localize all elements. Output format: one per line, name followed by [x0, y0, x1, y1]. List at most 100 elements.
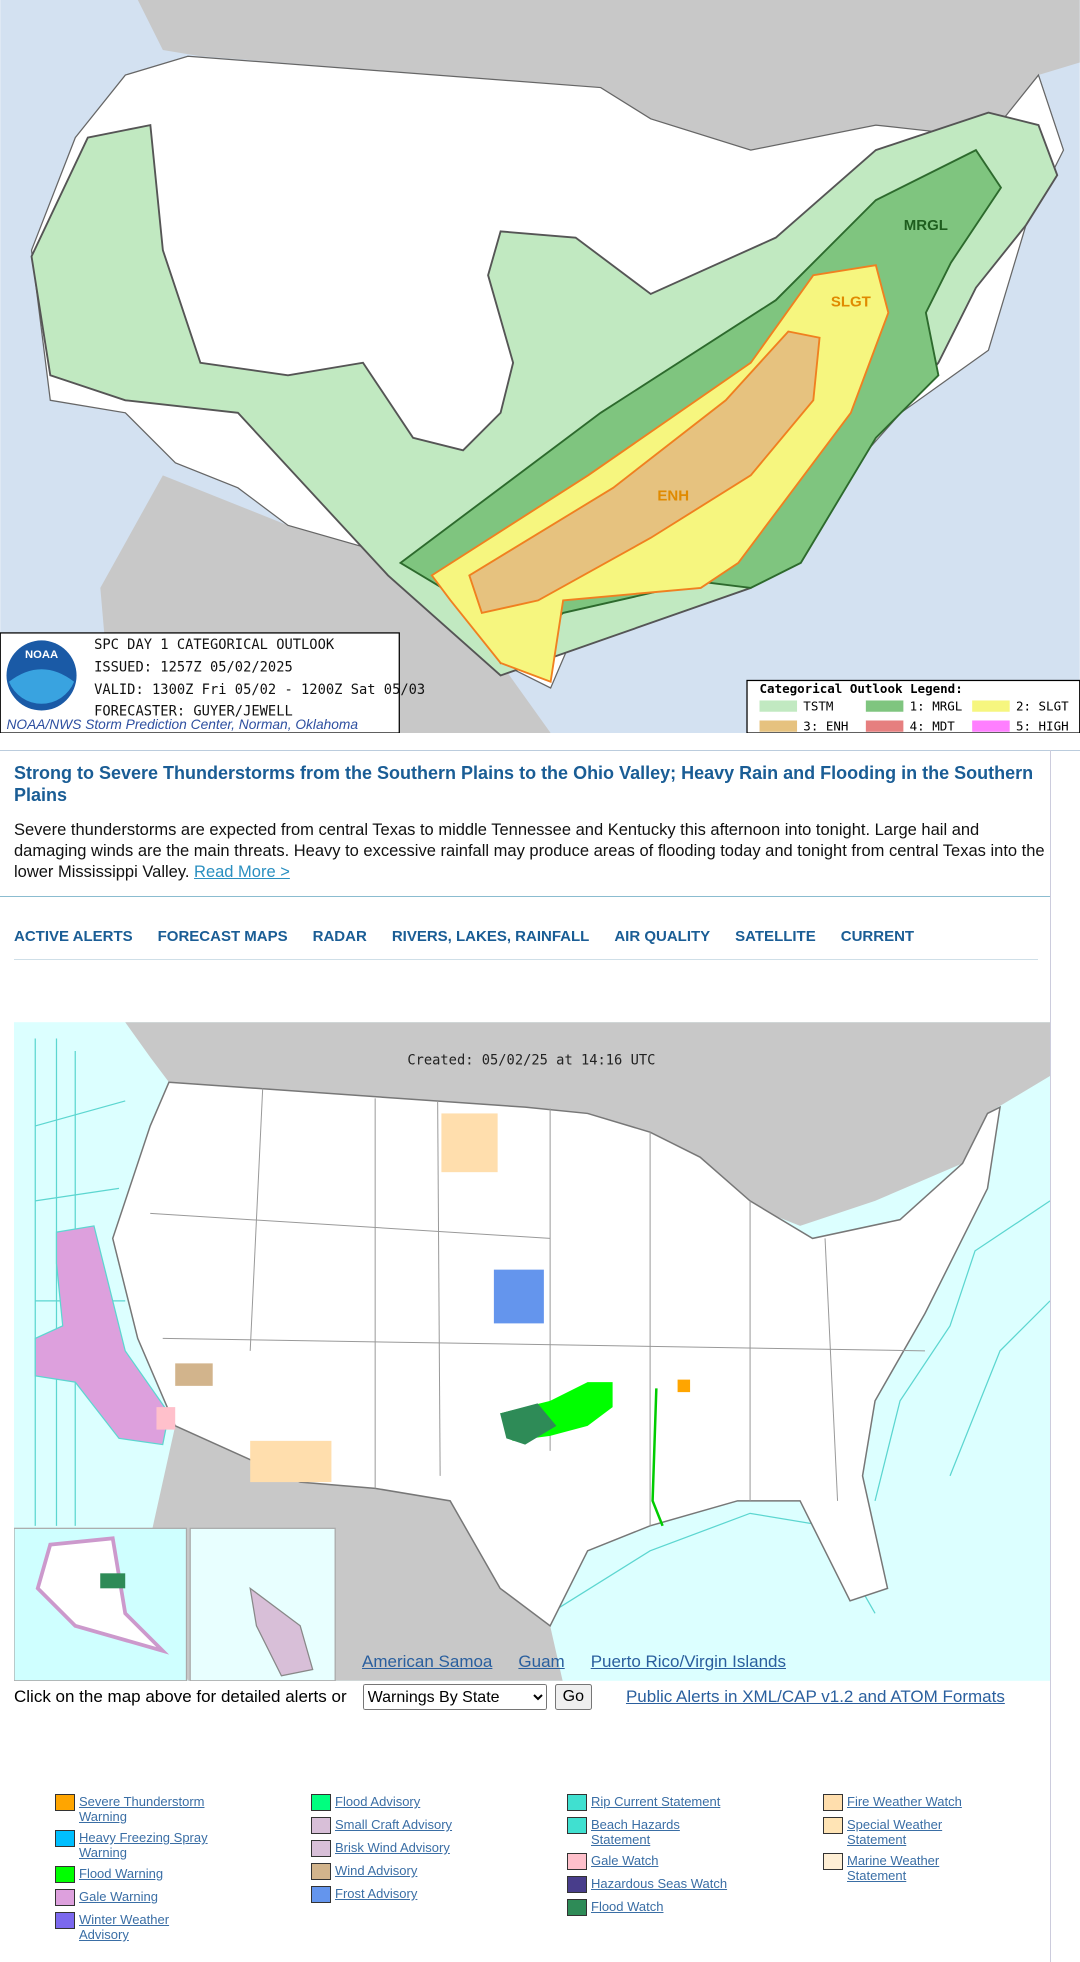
legend-item: Wind Advisory	[311, 1863, 567, 1880]
legend-item: Special Weather Statement	[823, 1817, 1079, 1847]
prompt: Click on the map above for detailed aler…	[14, 1687, 347, 1706]
legend-link[interactable]: Rip Current Statement	[591, 1794, 721, 1809]
area-labels: MRGL SLGT ENH	[657, 217, 948, 504]
scroll-edge	[1050, 750, 1051, 1962]
legend-swatch	[567, 1853, 587, 1870]
feed-link[interactable]: Public Alerts in XML/CAP v1.2 and ATOM F…	[625, 1687, 1005, 1706]
nav-item[interactable]: AIR QUALITY	[614, 928, 711, 945]
info-valid: VALID: 1300Z Fri 05/02 - 1200Z Sat 05/03	[94, 682, 425, 698]
legend-link[interactable]: Gale Watch	[591, 1853, 659, 1868]
created-stamp: Created: 05/02/25 at 14:16 UTC	[407, 1053, 655, 1069]
legend-swatch	[823, 1853, 843, 1870]
legend-item: Gale Warning	[55, 1889, 311, 1906]
area-label: ENH	[657, 487, 689, 504]
legend-link[interactable]: Fire Weather Watch	[847, 1794, 962, 1809]
headline-body: Severe thunderstorms are expected from c…	[14, 820, 1050, 883]
legend-swatch	[759, 720, 798, 732]
headline-text: Severe thunderstorms are expected from c…	[14, 821, 1045, 881]
legend-item: Gale Watch	[567, 1853, 823, 1870]
legend-label: 2: SLGT	[1016, 698, 1069, 713]
legend-swatch	[55, 1794, 75, 1811]
legend-swatch	[865, 720, 904, 732]
legend-swatch	[972, 720, 1010, 732]
territory-link[interactable]: Puerto Rico/Virgin Islands	[590, 1652, 786, 1671]
legend-swatch	[55, 1912, 75, 1929]
legend-link[interactable]: Flood Watch	[591, 1899, 664, 1914]
legend-swatch	[865, 700, 904, 712]
info-forecaster: FORECASTER: GUYER/JEWELL	[94, 703, 293, 719]
legend-item: Flood Watch	[567, 1899, 823, 1916]
legend-swatch	[55, 1889, 75, 1906]
go-button[interactable]: Go	[554, 1684, 592, 1710]
legend-swatch	[311, 1794, 331, 1811]
legend-item: Rip Current Statement	[567, 1794, 823, 1811]
area-label: SLGT	[831, 293, 871, 310]
legend-swatch	[311, 1863, 331, 1880]
legend-item: Heavy Freezing Spray Warning	[55, 1830, 311, 1860]
legend-link[interactable]: Flood Warning	[79, 1866, 164, 1881]
headline-title: Strong to Severe Thunderstorms from the …	[14, 763, 1034, 805]
legend-label: 5: HIGH	[1016, 718, 1069, 733]
divider	[0, 750, 1080, 751]
divider	[0, 896, 1050, 897]
legend-link[interactable]: Flood Advisory	[335, 1794, 421, 1809]
legend-link[interactable]: Winter Weather Advisory	[79, 1912, 170, 1942]
territory-link[interactable]: Guam	[518, 1652, 565, 1671]
legend-item: Flood Warning	[55, 1866, 311, 1883]
legend-column: Flood Advisory Small Craft Advisory Brisk …	[311, 1794, 567, 1948]
legend-link[interactable]: Small Craft Advisory	[335, 1817, 453, 1832]
info-issued: ISSUED: 1257Z 05/02/2025	[94, 660, 293, 676]
nav-item[interactable]: RADAR	[312, 928, 367, 945]
legend-link[interactable]: Special Weather Statement	[847, 1817, 943, 1847]
nav-item[interactable]: RIVERS, LAKES, RAINFALL	[391, 928, 590, 945]
controls: Click on the map above for detailed aler…	[14, 1684, 1054, 1710]
legend-link[interactable]: Severe Thunderstorm Warning	[79, 1794, 205, 1824]
legend-item: Brisk Wind Advisory	[311, 1840, 567, 1857]
legend-label: 1: MRGL	[910, 698, 963, 713]
nav-item[interactable]: ACTIVE ALERTS	[14, 928, 133, 945]
legend-item: Severe Thunderstorm Warning	[55, 1794, 311, 1824]
legend-item: Small Craft Advisory	[311, 1817, 567, 1834]
info-title: SPC DAY 1 CATEGORICAL OUTLOOK	[94, 637, 335, 653]
nav: ACTIVE ALERTS FORECAST MAPS RADAR RIVERS, L…	[14, 928, 1038, 960]
legend-swatch	[823, 1794, 843, 1811]
nav-item[interactable]: FORECAST MAPS	[157, 928, 288, 945]
legend-swatch	[567, 1876, 587, 1893]
legend-item: Winter Weather Advisory	[55, 1912, 311, 1942]
legend-link[interactable]: Marine Weather Statement	[847, 1853, 940, 1883]
legend-label: 4: MDT	[910, 718, 956, 733]
logo-text: NOAA	[25, 649, 58, 661]
legend-item: Fire Weather Watch	[823, 1794, 1079, 1811]
legend-label: 3: ENH	[803, 718, 848, 733]
outlook-map[interactable]: MRGL SLGT ENH NOAA SPC DAY 1 CATEGORICAL O…	[0, 0, 1080, 733]
credit: NOAA/NWS Storm Prediction Center, Norman…	[7, 717, 359, 732]
legend-item: Beach Hazards Statement	[567, 1817, 823, 1847]
legend-swatch	[972, 700, 1010, 712]
legend-link[interactable]: Beach Hazards Statement	[591, 1817, 680, 1847]
legend-link[interactable]: Hazardous Seas Watch	[591, 1876, 728, 1891]
legend-link[interactable]: Brisk Wind Advisory	[335, 1840, 450, 1855]
legend-swatch	[759, 700, 798, 712]
nav-item[interactable]: CURRENT	[840, 928, 915, 945]
outlook-legend: TSTM 1: MRGL 2: SLGT 3: ENH 4: MDT 5: HIGH	[759, 698, 1069, 733]
legend-item: Marine Weather Statement	[823, 1853, 1079, 1883]
legend-link[interactable]: Gale Warning	[79, 1889, 158, 1904]
alert-legend: Severe Thunderstorm Warning Heavy Freezin…	[55, 1794, 1079, 1948]
legend-swatch	[823, 1817, 843, 1834]
territory-link[interactable]: American Samoa	[362, 1652, 493, 1671]
legend-swatch	[55, 1830, 75, 1847]
nav-item[interactable]: SATELLITE	[735, 928, 816, 945]
legend-item: Flood Advisory	[311, 1794, 567, 1811]
legend-link[interactable]: Heavy Freezing Spray Warning	[79, 1830, 208, 1860]
legend-item: Hazardous Seas Watch	[567, 1876, 823, 1893]
alerts-map[interactable]: Created: 05/02/25 at 14:16 UTC	[14, 1022, 1050, 1681]
read-more[interactable]: Read More >	[194, 863, 290, 881]
legend-swatch	[311, 1886, 331, 1903]
legend-link[interactable]: Wind Advisory	[335, 1863, 418, 1878]
area-label: MRGL	[904, 217, 948, 234]
legend-swatch	[567, 1899, 587, 1916]
legend-column: Rip Current Statement Beach Hazards State…	[567, 1794, 823, 1948]
legend-link[interactable]: Frost Advisory	[335, 1886, 418, 1901]
state-select[interactable]: Warnings By State	[362, 1684, 547, 1710]
